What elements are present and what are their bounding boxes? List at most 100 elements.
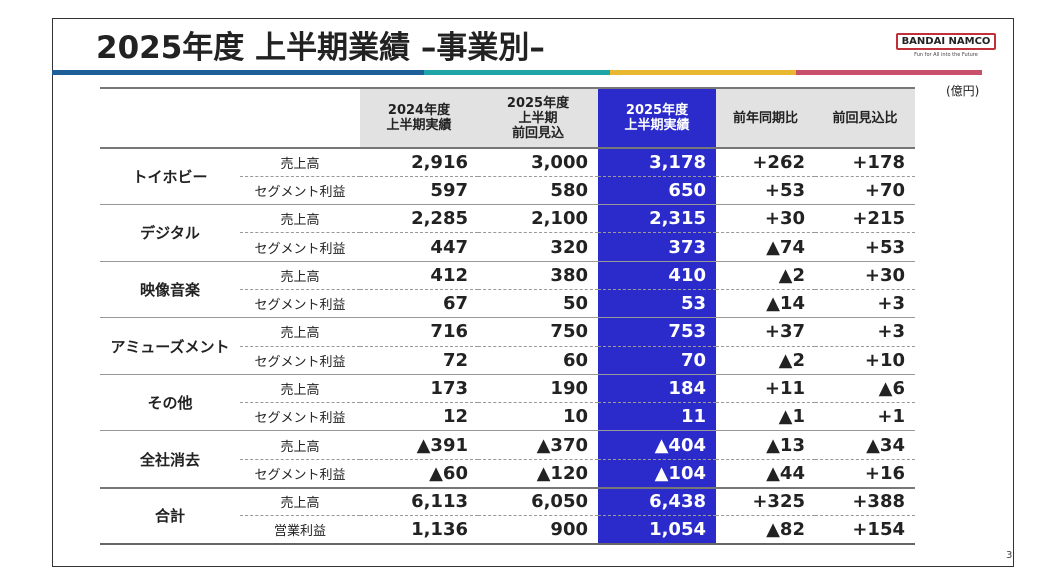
value-cell: 410 [598,261,716,290]
value-cell: 6,438 [598,486,716,517]
segment-name: トイホビー [100,148,240,206]
value-cell: +53 [815,232,915,262]
value-cell: +37 [716,317,815,347]
metric-label: セグメント利益 [240,402,360,432]
column-header: 2025年度 上半期 前回見込 [478,87,598,149]
value-cell: +10 [815,346,915,375]
table-row: アミューズメント 売上高 716 750 753 +37 +3 [100,317,915,375]
metric-label: セグメント利益 [240,346,360,375]
table-row: セグメント利益 597 580 650 +53 +70 [100,176,915,206]
value-cell: 3,178 [598,148,716,177]
column-header: 前年同期比 [716,87,815,149]
table-row: 営業利益 1,136 900 1,054 ▲82 +154 [100,515,915,546]
column-header: 2025年度 上半期実績 [598,87,716,149]
header-blank [100,87,360,149]
value-cell: 1,136 [360,515,478,546]
value-cell: 67 [360,289,478,319]
value-cell: ▲74 [716,232,815,262]
value-cell: 184 [598,374,716,404]
table-row: トイホビー 売上高 2,916 3,000 3,178 +262 +178 [100,148,915,206]
table-row: セグメント利益 447 320 373 ▲74 +53 [100,232,915,262]
value-cell: +3 [815,317,915,347]
metric-label: 売上高 [240,148,360,177]
value-cell: +16 [815,459,915,489]
value-cell: 12 [360,402,478,432]
value-cell: ▲60 [360,459,478,489]
value-cell: ▲2 [716,261,815,290]
table-row: その他 売上高 173 190 184 +11 ▲6 [100,374,915,432]
metric-label: セグメント利益 [240,176,360,206]
logo-tagline: Fun for All into the Future [914,52,978,58]
value-cell: 750 [478,317,598,347]
value-cell: 6,050 [478,486,598,517]
segment-name: 映像音楽 [100,261,240,319]
accent-bar-yellow [610,70,796,75]
page-title: 2025年度 上半期業績 –事業別– [96,30,545,66]
table-row: 映像音楽 売上高 412 380 410 ▲2 +30 [100,261,915,319]
value-cell: ▲370 [478,430,598,460]
value-cell: +154 [815,515,915,546]
value-cell: 1,054 [598,515,716,546]
value-cell: ▲82 [716,515,815,546]
value-cell: +30 [815,261,915,290]
segment-name: 合計 [100,486,240,546]
value-cell: 2,315 [598,204,716,234]
slide-frame [52,18,1014,567]
value-cell: 190 [478,374,598,404]
segment-name: アミューズメント [100,317,240,375]
value-cell: 650 [598,176,716,206]
value-cell: 753 [598,317,716,347]
metric-label: セグメント利益 [240,459,360,489]
segment-name: デジタル [100,204,240,262]
accent-bar-teal [424,70,610,75]
value-cell: 373 [598,232,716,262]
value-cell: +11 [716,374,815,404]
value-cell: 412 [360,261,478,290]
value-cell: ▲13 [716,430,815,460]
page-number: 3 [1006,550,1013,561]
table-row: セグメント利益 ▲60 ▲120 ▲104 ▲44 +16 [100,459,915,489]
metric-label: 売上高 [240,374,360,404]
metric-label: セグメント利益 [240,232,360,262]
accent-bar-red [796,70,982,75]
value-cell: 447 [360,232,478,262]
metric-label: セグメント利益 [240,289,360,319]
value-cell: 6,113 [360,486,478,517]
value-cell: 2,916 [360,148,478,177]
unit-label: (億円) [946,84,980,98]
value-cell: ▲120 [478,459,598,489]
metric-label: 売上高 [240,261,360,290]
value-cell: ▲44 [716,459,815,489]
table-row: セグメント利益 12 10 11 ▲1 +1 [100,402,915,432]
metric-label: 売上高 [240,317,360,347]
value-cell: +53 [716,176,815,206]
value-cell: 900 [478,515,598,546]
value-cell: 716 [360,317,478,347]
value-cell: 173 [360,374,478,404]
value-cell: ▲1 [716,402,815,432]
metric-label: 売上高 [240,430,360,460]
segment-name: 全社消去 [100,430,240,489]
metric-label: 売上高 [240,204,360,234]
metric-label: 営業利益 [240,515,360,546]
value-cell: 50 [478,289,598,319]
value-cell: 60 [478,346,598,375]
value-cell: ▲104 [598,459,716,489]
value-cell: 320 [478,232,598,262]
value-cell: ▲404 [598,430,716,460]
value-cell: 3,000 [478,148,598,177]
value-cell: +262 [716,148,815,177]
value-cell: +215 [815,204,915,234]
value-cell: +325 [716,486,815,517]
brand-logo: BANDAI NAMCO Fun for All into the Future [896,33,996,58]
table-row: 全社消去 売上高 ▲391 ▲370 ▲404 ▲13 ▲34 [100,430,915,489]
value-cell: ▲391 [360,430,478,460]
value-cell: +70 [815,176,915,206]
table-row: セグメント利益 72 60 70 ▲2 +10 [100,346,915,375]
column-header: 2024年度 上半期実績 [360,87,478,149]
value-cell: 72 [360,346,478,375]
table-row: 合計 売上高 6,113 6,050 6,438 +325 +388 [100,486,915,546]
value-cell: +3 [815,289,915,319]
accent-bar-blue [52,70,424,75]
segment-results-table: 2024年度 上半期実績 2025年度 上半期 前回見込 2025年度 上半期実績前… [100,87,915,546]
